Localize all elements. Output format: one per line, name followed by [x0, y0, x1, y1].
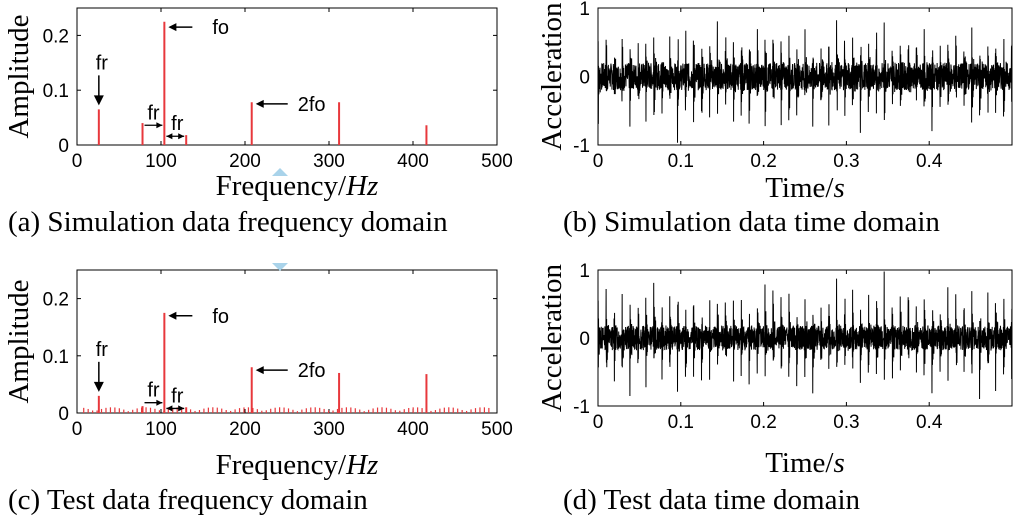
x-tick-label: 400 [397, 151, 429, 172]
y-tick-label: 0.2 [43, 26, 69, 47]
x-tick-label: 0.1 [668, 412, 694, 433]
annotation-arrowhead [255, 366, 264, 375]
x-tick-label: 0.4 [916, 151, 943, 172]
annotation-label: fr [147, 102, 160, 124]
annotation-arrowhead [166, 405, 173, 412]
x-tick-label: 300 [313, 419, 345, 440]
y-tick-label: 0 [579, 68, 590, 89]
annotation-arrowhead [168, 311, 177, 320]
annotation-arrowhead [93, 95, 104, 106]
annotation-label: 2fo [298, 94, 326, 116]
signal-line [597, 271, 1013, 399]
panel-c: 0 100 200 300 400 500 0 0.1 0.2 Frequency/Hz Ampli… [3, 269, 513, 516]
x-tick-label: 0.3 [833, 412, 859, 433]
annotation-label: 2fo [298, 360, 326, 382]
y-tick-label: 1 [579, 0, 590, 20]
panel-caption: (d) Test data time domain [563, 484, 861, 516]
x-tick-label: 0.2 [750, 412, 776, 433]
signal-line [597, 20, 1013, 143]
scroll-up-icon[interactable] [272, 168, 288, 176]
x-tick-label: 200 [229, 419, 261, 440]
plot-frame [76, 269, 498, 414]
annotation-arrowhead [178, 405, 185, 412]
y-tick-label: 0 [58, 404, 69, 425]
annotation-label: fr [147, 380, 160, 402]
plot-frame [76, 7, 498, 146]
y-tick-label: 0 [579, 329, 590, 350]
x-tick-label: 500 [481, 151, 513, 172]
x-tick-label: 200 [229, 151, 261, 172]
annotation-label: fr [171, 385, 184, 407]
y-axis-label: Amplitude [3, 14, 35, 138]
y-tick-label: 0.1 [43, 81, 69, 102]
y-axis-label: Amplitude [3, 279, 35, 403]
x-tick-label: 500 [481, 419, 513, 440]
annotation-arrowhead [168, 23, 177, 32]
x-tick-label: 0 [593, 412, 604, 433]
x-tick-label: 0.3 [833, 151, 859, 172]
x-tick-label: 0 [593, 151, 604, 172]
y-tick-label: 0.2 [43, 290, 69, 311]
annotation-arrowhead [156, 399, 163, 406]
y-axis-label: Acceleration [536, 2, 568, 151]
x-tick-label: 0.2 [750, 151, 776, 172]
annotation-arrowhead [93, 381, 104, 392]
annotation-label: fo [212, 17, 229, 39]
x-axis-label: Frequency/Hz [216, 449, 379, 481]
spectrum-marks [97, 21, 428, 145]
panel-caption: (c) Test data frequency domain [8, 484, 368, 516]
x-tick-label: 0.1 [668, 151, 694, 172]
panel-caption: (b) Simulation data time domain [563, 206, 940, 238]
y-axis-label: Acceleration [536, 263, 568, 412]
annotation-label: fr [171, 113, 184, 135]
x-tick-label: 300 [313, 151, 345, 172]
x-axis-label: Time/s [765, 447, 845, 479]
annotation-arrowhead [156, 122, 163, 129]
x-tick-label: 100 [145, 151, 177, 172]
x-tick-label: 100 [145, 419, 177, 440]
annotation-arrowhead [255, 99, 264, 108]
x-tick-label: 400 [397, 419, 429, 440]
x-tick-label: 0 [72, 151, 83, 172]
annotation-arrowhead [178, 133, 185, 140]
y-tick-label: 0.1 [43, 347, 69, 368]
scroll-down-icon[interactable] [272, 263, 288, 271]
y-tick-label: 0 [58, 136, 69, 157]
x-axis-label: Frequency/Hz [216, 170, 379, 202]
annotation-label: fr [96, 52, 109, 74]
y-tick-label: -1 [573, 397, 590, 418]
x-tick-label: 0.4 [916, 412, 943, 433]
annotation-arrowhead [166, 133, 173, 140]
spectrum-marks [83, 312, 490, 413]
y-tick-label: -1 [573, 136, 590, 157]
y-tick-label: 1 [579, 261, 590, 282]
panel-caption: (a) Simulation data frequency domain [8, 206, 448, 238]
annotation-label: fo [212, 306, 229, 328]
x-tick-label: 0 [72, 419, 83, 440]
panel-a: 0 100 200 300 400 500 0 0.1 0.2 Frequency/Hz Ampli… [3, 7, 513, 238]
x-axis-label: Time/s [765, 172, 845, 204]
annotation-label: fr [96, 339, 109, 361]
